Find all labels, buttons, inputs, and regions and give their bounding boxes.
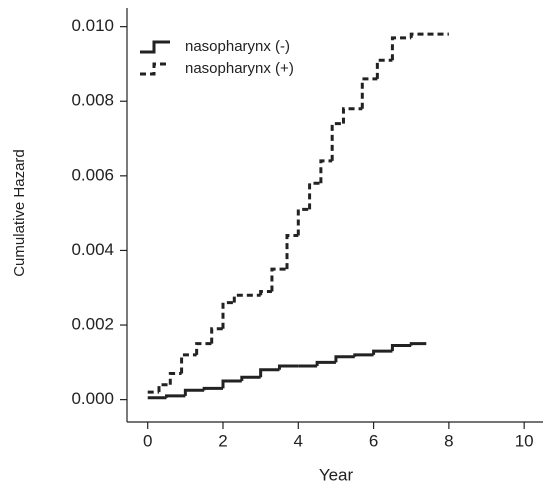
- x-tick-label: 2: [218, 431, 227, 450]
- hazard-step: [353, 353, 374, 357]
- x-tick-label: 0: [143, 431, 152, 450]
- y-tick-label: 0.010: [71, 16, 114, 35]
- x-axis-label: Year: [319, 465, 354, 484]
- hazard-step: [270, 267, 287, 292]
- y-tick-label: 0.008: [71, 91, 114, 110]
- x-tick-label: 6: [369, 431, 378, 450]
- hazard-step: [221, 301, 235, 329]
- x-tick-label: 8: [444, 431, 453, 450]
- hazard-step: [232, 293, 261, 303]
- legend-label: nasopharynx (-): [185, 38, 290, 55]
- hazard-step: [308, 181, 321, 210]
- hazard-step: [180, 353, 197, 374]
- hazard-step: [285, 234, 299, 270]
- hazard-step: [334, 355, 355, 363]
- y-tick-label: 0.004: [71, 240, 114, 259]
- hazard-step: [202, 386, 223, 391]
- hazard-step: [319, 159, 333, 184]
- hazard-step: [330, 122, 344, 161]
- hazard-step: [221, 379, 242, 389]
- y-tick-label: 0.002: [71, 315, 114, 334]
- hazard-step: [195, 342, 212, 355]
- hazard-step: [168, 372, 182, 385]
- hazard-step: [409, 342, 427, 346]
- hazard-step: [390, 36, 412, 61]
- legend-swatch: [140, 40, 170, 54]
- y-tick-label: 0.006: [71, 165, 114, 184]
- hazard-step: [183, 388, 205, 396]
- hazard-step: [375, 58, 393, 79]
- hazard-step: [360, 77, 378, 109]
- hazard-step: [315, 360, 336, 367]
- y-axis-label: Cumulative Hazard: [11, 149, 28, 277]
- hazard-step: [240, 375, 261, 381]
- hazard-step: [210, 327, 223, 344]
- hazard-step: [341, 107, 363, 124]
- hazard-step: [390, 344, 412, 352]
- legend-label: nasopharynx (+): [185, 60, 294, 77]
- legend-swatch: [140, 62, 170, 76]
- hazard-step: [277, 364, 299, 370]
- hazard-step: [259, 368, 280, 378]
- hazard-step: [372, 349, 393, 355]
- hazard-step: [165, 394, 186, 398]
- hazard-step: [409, 32, 449, 38]
- hazard-step: [157, 383, 171, 393]
- x-tick-label: 4: [294, 431, 303, 450]
- x-tick-label: 10: [515, 431, 534, 450]
- y-tick-label: 0.000: [71, 389, 114, 408]
- hazard-step: [296, 207, 310, 236]
- hazard-step: [259, 289, 272, 296]
